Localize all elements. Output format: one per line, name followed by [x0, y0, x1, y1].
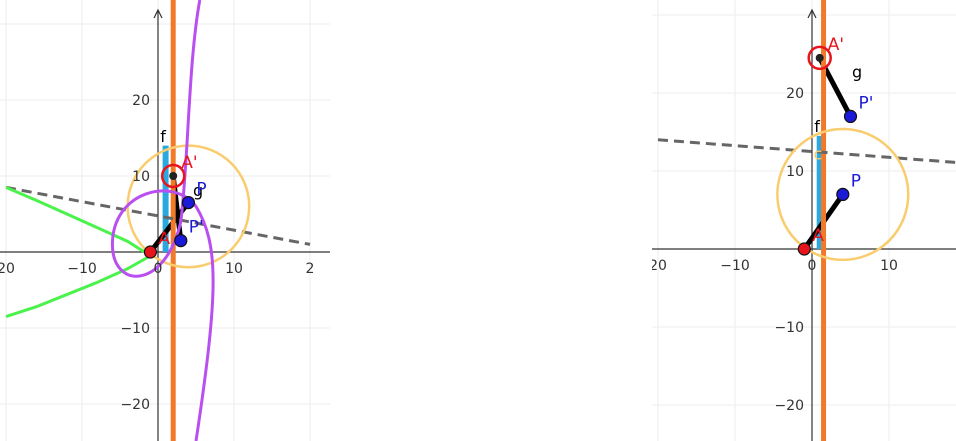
purple-curve — [110, 0, 215, 441]
point-label: P — [851, 171, 861, 191]
point-label: A — [812, 226, 824, 246]
circle-curve — [776, 127, 910, 262]
point-label: P — [196, 180, 206, 200]
x-tick-label: −10 — [67, 261, 97, 277]
point-p-prime — [174, 234, 188, 248]
green-curve — [5, 186, 152, 258]
label-f: f — [160, 127, 166, 146]
a-prime-ring — [807, 45, 832, 71]
y-tick-label: 10 — [132, 169, 150, 185]
x-tick-label: 20 — [0, 261, 15, 277]
point-a-prime — [169, 172, 178, 180]
point-p-prime — [843, 109, 858, 124]
x-tick-label: −10 — [720, 258, 750, 274]
point-a — [797, 242, 811, 256]
curves — [657, 0, 956, 441]
y-tick-label: 20 — [132, 93, 150, 109]
grid — [652, 0, 956, 441]
x-tick-label: 10 — [225, 261, 243, 277]
point-p — [181, 196, 195, 210]
dashed-line — [5, 185, 311, 246]
chart-right: 20 −10 0 10 20 10 −10 −20 f g c A P P' A' — [652, 0, 956, 441]
axes — [652, 8, 956, 441]
label-f: f — [814, 117, 820, 136]
x-tick-label: 0 — [154, 261, 163, 277]
tick-labels: 20 −10 0 10 20 10 −10 −20 — [652, 86, 898, 414]
points: f g c A P P' A' — [797, 35, 874, 256]
curves — [5, 0, 311, 441]
x-tick-label: 20 — [652, 258, 667, 274]
x-tick-label: 0 — [808, 258, 817, 274]
dashed-line — [657, 138, 956, 164]
point-label: A' — [828, 35, 844, 55]
point-label: P' — [859, 93, 874, 113]
point-label: P' — [189, 218, 204, 238]
point-label: A' — [181, 153, 197, 173]
point-p — [836, 187, 850, 201]
tick-labels: 20 −10 0 10 2 20 10 −10 −20 — [0, 93, 314, 413]
y-tick-label: 10 — [786, 164, 804, 180]
y-axis-arrow — [807, 8, 817, 19]
point-a-prime — [815, 53, 824, 62]
label-c: c — [814, 144, 823, 163]
label-g: g — [852, 62, 862, 81]
point-label: A — [158, 229, 170, 249]
y-tick-label: −20 — [774, 398, 804, 414]
label-g: g — [193, 181, 203, 200]
y-tick-label: 20 — [786, 86, 804, 102]
y-axis-arrow — [153, 8, 163, 19]
point-a — [143, 245, 157, 259]
green-curve — [5, 254, 152, 319]
x-tick-label: 2 — [306, 261, 315, 277]
a-prime-ring — [160, 163, 186, 189]
y-tick-label: −10 — [774, 320, 804, 336]
y-tick-label: −10 — [120, 321, 150, 337]
x-tick-label: 10 — [880, 258, 898, 274]
chart-left: 20 −10 0 10 2 20 10 −10 −20 f g A P P' A' — [0, 0, 330, 441]
points: f g A P P' A' — [143, 127, 207, 259]
y-tick-label: −20 — [120, 397, 150, 413]
